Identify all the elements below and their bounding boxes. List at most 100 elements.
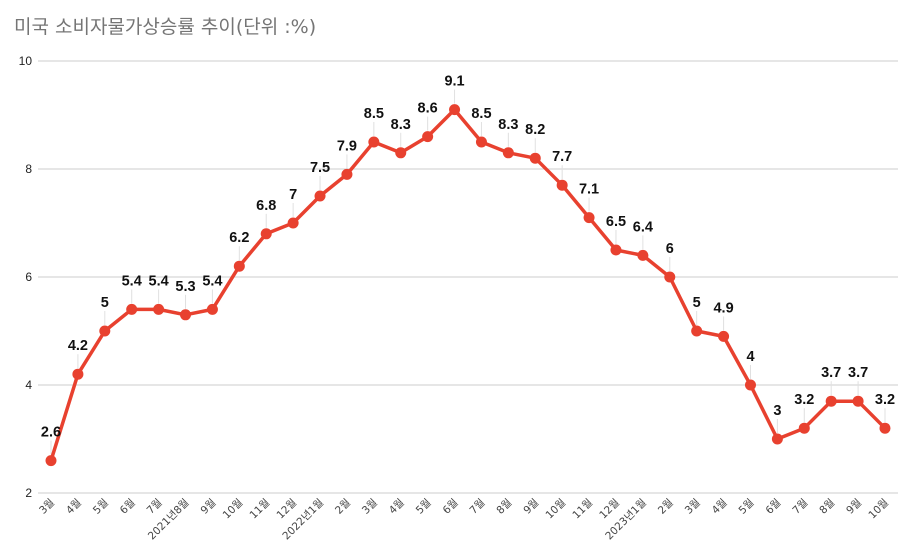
x-tick-label: 3월 bbox=[683, 497, 703, 517]
data-points bbox=[45, 104, 891, 467]
data-label: 8.3 bbox=[391, 117, 411, 133]
chart-title: 미국 소비자물가상승률 추이(단위 :%) bbox=[14, 16, 317, 38]
y-tick-label: 4 bbox=[25, 378, 32, 392]
data-label: 3 bbox=[773, 403, 781, 419]
data-point bbox=[99, 325, 111, 337]
data-point bbox=[825, 395, 837, 407]
data-label: 5.4 bbox=[149, 273, 169, 289]
x-tick-label: 10월 bbox=[866, 497, 891, 522]
x-tick-label: 4월 bbox=[64, 497, 84, 517]
data-point bbox=[475, 136, 487, 148]
data-label: 5 bbox=[693, 295, 701, 311]
data-label: 8.6 bbox=[418, 101, 438, 117]
data-point bbox=[341, 168, 353, 180]
data-label: 2.6 bbox=[41, 425, 61, 441]
x-tick-label: 5월 bbox=[737, 497, 757, 517]
data-point bbox=[449, 104, 461, 116]
x-tick-label: 5월 bbox=[91, 497, 111, 517]
x-tick-label: 8월 bbox=[494, 497, 514, 517]
data-point bbox=[314, 190, 326, 202]
y-tick-label: 10 bbox=[19, 54, 33, 68]
data-label: 6.2 bbox=[229, 230, 249, 246]
data-label: 8.5 bbox=[471, 106, 491, 122]
x-tick-label: 7월 bbox=[468, 497, 488, 517]
data-point bbox=[583, 212, 595, 224]
data-label: 8.2 bbox=[525, 122, 545, 138]
data-point bbox=[72, 368, 84, 380]
data-label: 6.4 bbox=[633, 219, 653, 235]
data-point bbox=[798, 422, 810, 434]
label-leader-lines bbox=[50, 89, 886, 455]
data-point bbox=[368, 136, 380, 148]
data-point bbox=[664, 271, 676, 283]
data-point bbox=[610, 244, 622, 256]
x-tick-label: 2월 bbox=[656, 497, 676, 517]
gridlines bbox=[38, 60, 898, 494]
x-tick-label: 5월 bbox=[414, 497, 434, 517]
data-label: 8.3 bbox=[498, 117, 518, 133]
x-tick-label: 7월 bbox=[145, 497, 165, 517]
data-label: 7.7 bbox=[552, 149, 572, 165]
data-point bbox=[180, 309, 192, 321]
data-point bbox=[771, 433, 783, 445]
x-tick-label: 8월 bbox=[817, 497, 837, 517]
data-point bbox=[206, 303, 218, 315]
data-point bbox=[153, 303, 165, 315]
x-tick-label: 10월 bbox=[544, 497, 569, 522]
data-label: 4.2 bbox=[68, 338, 88, 354]
x-tick-label: 4월 bbox=[387, 497, 407, 517]
data-label: 3.2 bbox=[794, 392, 814, 408]
data-label: 5 bbox=[101, 295, 109, 311]
x-tick-label: 6월 bbox=[118, 497, 138, 517]
x-tick-label: 6월 bbox=[763, 497, 783, 517]
data-label: 7.9 bbox=[337, 138, 357, 154]
data-label: 5.4 bbox=[122, 273, 142, 289]
data-point bbox=[718, 330, 730, 342]
data-label: 5.4 bbox=[202, 273, 222, 289]
y-tick-label: 6 bbox=[25, 270, 32, 284]
data-point bbox=[260, 228, 272, 240]
data-label: 7 bbox=[289, 187, 297, 203]
data-point bbox=[852, 395, 864, 407]
data-label: 3.7 bbox=[821, 365, 841, 381]
data-label: 7.1 bbox=[579, 182, 599, 198]
x-tick-label: 9월 bbox=[198, 497, 218, 517]
data-point bbox=[287, 217, 299, 229]
x-tick-label: 4월 bbox=[710, 497, 730, 517]
data-point bbox=[422, 131, 434, 143]
data-point bbox=[691, 325, 703, 337]
data-label: 4.9 bbox=[713, 300, 733, 316]
data-point bbox=[744, 379, 756, 391]
x-tick-label: 9월 bbox=[844, 497, 864, 517]
data-label: 8.5 bbox=[364, 106, 384, 122]
x-tick-label: 3월 bbox=[37, 497, 57, 517]
x-tick-label: 2월 bbox=[333, 497, 353, 517]
data-point bbox=[556, 179, 568, 191]
data-labels: 2.6 4.2 5 5.4 5.4 5.3 5.4 6.2 6.8 7 7.5 7.9 8.5 8.3 8.… bbox=[41, 74, 895, 441]
x-tick-label: 9월 bbox=[521, 497, 541, 517]
x-tick-label: 11월 bbox=[248, 497, 273, 522]
x-tick-label: 3월 bbox=[360, 497, 380, 517]
data-label: 6.5 bbox=[606, 214, 626, 230]
data-point bbox=[879, 422, 891, 434]
data-label: 3.7 bbox=[848, 365, 868, 381]
data-point bbox=[126, 303, 138, 315]
data-label: 6 bbox=[666, 241, 674, 257]
y-tick-label: 8 bbox=[25, 162, 32, 176]
y-axis-ticks: 2 4 6 8 10 bbox=[19, 54, 33, 500]
x-tick-label: 11월 bbox=[570, 497, 595, 522]
x-tick-label: 7월 bbox=[790, 497, 810, 517]
data-point bbox=[233, 260, 245, 272]
data-label: 3.2 bbox=[875, 392, 895, 408]
data-point bbox=[529, 152, 541, 164]
data-point bbox=[502, 147, 514, 159]
x-tick-label: 6월 bbox=[441, 497, 461, 517]
data-point bbox=[395, 147, 407, 159]
data-label: 4 bbox=[746, 349, 754, 365]
y-tick-label: 2 bbox=[25, 486, 32, 500]
data-label: 5.3 bbox=[175, 279, 195, 295]
data-point bbox=[45, 455, 57, 467]
data-point bbox=[637, 249, 649, 261]
